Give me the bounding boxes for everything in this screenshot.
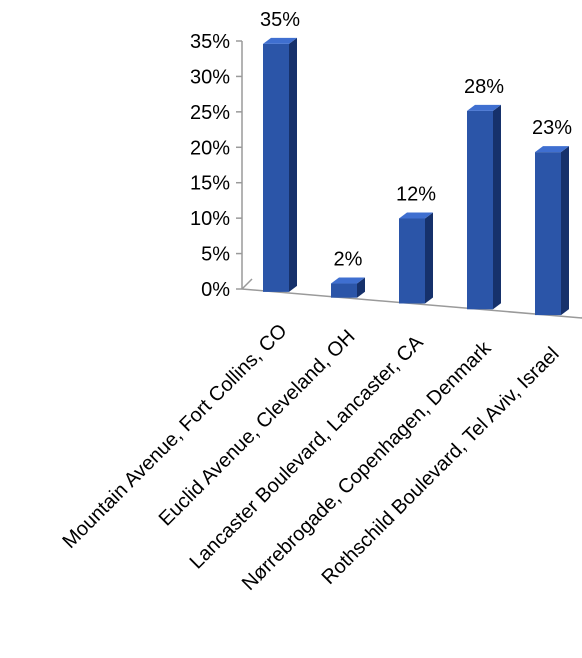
- bar-top: [535, 146, 569, 153]
- bar-front: [263, 43, 289, 292]
- bar-top: [399, 212, 433, 219]
- data-label: 23%: [532, 117, 572, 139]
- y-tick-label: 10%: [190, 208, 230, 230]
- chart-axes: [241, 41, 582, 319]
- y-tick-label: 15%: [190, 173, 230, 195]
- bar: [535, 146, 569, 316]
- bar: [467, 104, 501, 310]
- bar-side: [561, 146, 569, 316]
- y-tick-label: 5%: [201, 244, 230, 266]
- bar-side: [493, 104, 501, 310]
- data-label: 12%: [396, 183, 436, 205]
- y-tick-label: 25%: [190, 102, 230, 124]
- bar-front: [399, 218, 425, 304]
- bar-top: [467, 104, 501, 111]
- data-label: 2%: [334, 249, 363, 271]
- bars: [263, 37, 569, 316]
- y-tick-label: 35%: [190, 31, 230, 53]
- data-labels: 35% 2% 12% 28% 23%: [260, 9, 572, 271]
- data-label: 28%: [464, 76, 504, 98]
- x-axis-floor: [241, 288, 582, 319]
- bar-top: [331, 277, 365, 284]
- y-tick-label: 30%: [190, 66, 230, 88]
- bar-front: [467, 110, 493, 310]
- bar-side: [357, 277, 365, 298]
- bar-top: [263, 37, 297, 44]
- data-label: 35%: [260, 9, 300, 31]
- category-labels: Mountain Avenue, Fort Collins, COEuclid …: [58, 320, 563, 595]
- floor-side-edge: [241, 278, 253, 290]
- bar: [331, 277, 365, 298]
- y-tick-label: 20%: [190, 137, 230, 159]
- bar-front: [331, 283, 357, 298]
- y-axis-ticks: 0% 5% 10% 15% 20% 25% 30% 35%: [190, 31, 242, 301]
- bar: [263, 37, 297, 292]
- bar: [399, 212, 433, 304]
- bar-side: [289, 37, 297, 292]
- y-tick-label: 0%: [201, 279, 230, 301]
- bar-side: [425, 212, 433, 304]
- bar-front: [535, 152, 561, 316]
